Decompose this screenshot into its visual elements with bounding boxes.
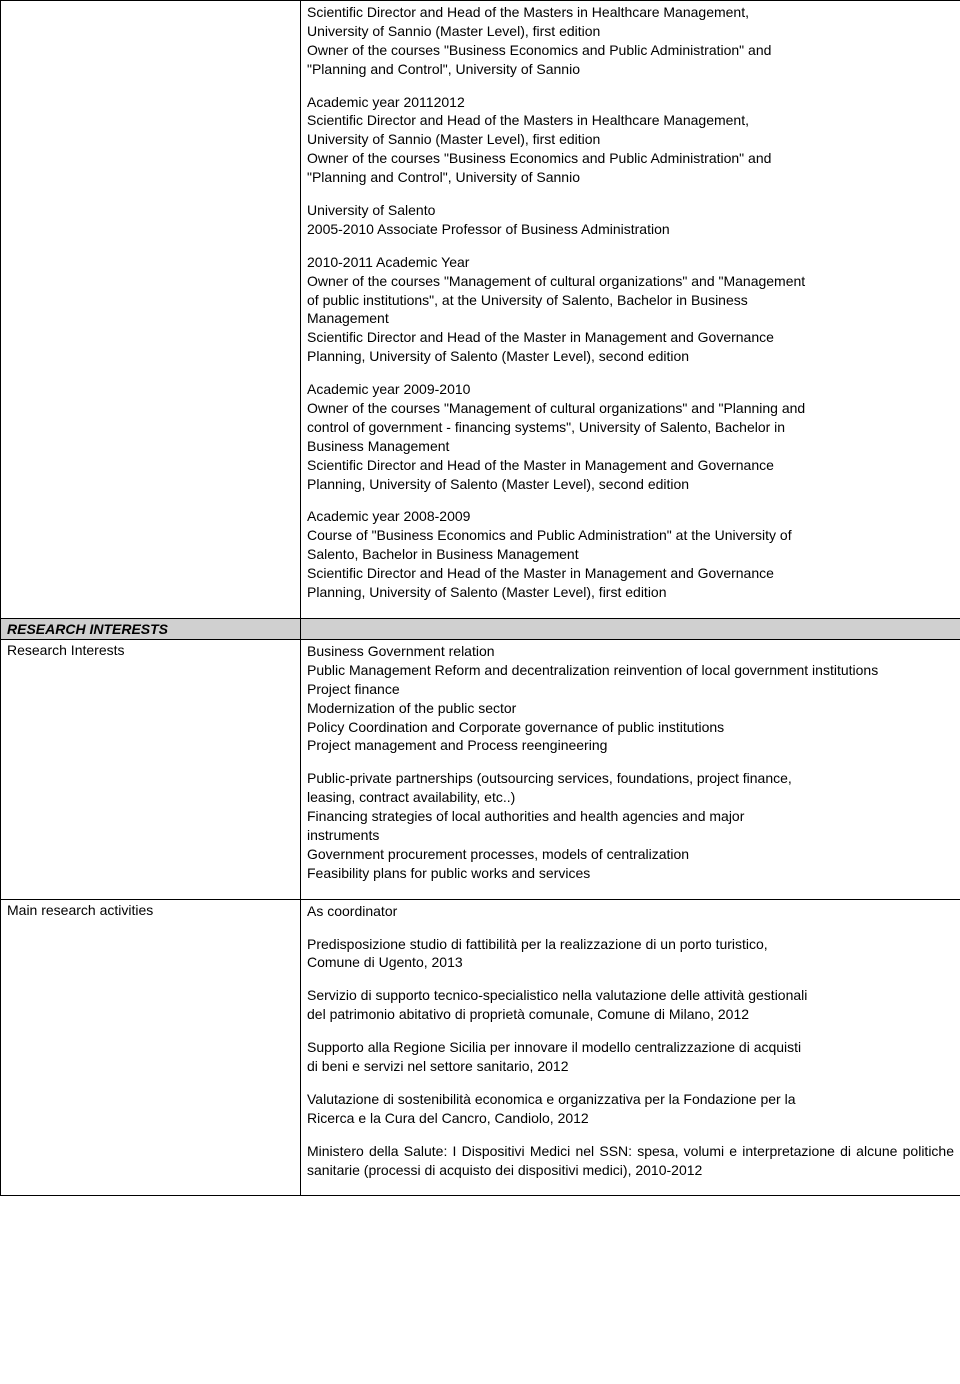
text-block: Servizio di supporto tecnico-specialisti… xyxy=(307,986,954,1024)
text-line: Valutazione di sostenibilità economica e… xyxy=(307,1090,954,1109)
text-line: As coordinator xyxy=(307,902,954,921)
text-line: instruments xyxy=(307,826,954,845)
text-line: Course of "Business Economics and Public… xyxy=(307,526,954,545)
cv-table: Scientific Director and Head of the Mast… xyxy=(0,0,960,1196)
text-block: 2010-2011 Academic YearOwner of the cour… xyxy=(307,253,954,366)
text-line: Project finance xyxy=(307,680,954,699)
main-activities-row: Main research activities As coordinator P… xyxy=(1,899,960,1196)
text-line: Scientific Director and Head of the Mast… xyxy=(307,328,954,347)
text-line: Planning, University of Salento (Master … xyxy=(307,347,954,366)
text-block: Supporto alla Regione Sicilia per innova… xyxy=(307,1038,954,1076)
main-activities-content: As coordinator Predisposizione studio di … xyxy=(301,899,960,1196)
research-interests-content: Business Government relationPublic Manag… xyxy=(301,639,960,899)
text-line: Business Management xyxy=(307,437,954,456)
text-line: Public-private partnerships (outsourcing… xyxy=(307,769,954,788)
text-line: Owner of the courses "Management of cult… xyxy=(307,272,954,291)
text-block: Academic year 2009-2010Owner of the cour… xyxy=(307,380,954,493)
research-interests-label: Research Interests xyxy=(1,639,301,899)
text-line: Scientific Director and Head of the Mast… xyxy=(307,3,954,22)
text-line: Ricerca e la Cura del Cancro, Candiolo, … xyxy=(307,1109,954,1128)
text-line: Financing strategies of local authoritie… xyxy=(307,807,954,826)
text-line: di beni e servizi nel settore sanitario,… xyxy=(307,1057,954,1076)
text-line: Predisposizione studio di fattibilità pe… xyxy=(307,935,954,954)
text-line: 2005-2010 Associate Professor of Busines… xyxy=(307,220,954,239)
section-header-label: RESEARCH INTERESTS xyxy=(1,618,301,639)
text-line: Supporto alla Regione Sicilia per innova… xyxy=(307,1038,954,1057)
text-line: Policy Coordination and Corporate govern… xyxy=(307,718,954,737)
text-block: Valutazione di sostenibilità economica e… xyxy=(307,1090,954,1128)
text-line: Scientific Director and Head of the Mast… xyxy=(307,456,954,475)
text-line: Academic year 2009-2010 xyxy=(307,380,954,399)
text-line: of public institutions", at the Universi… xyxy=(307,291,954,310)
text-block: Academic year 20112012Scientific Directo… xyxy=(307,93,954,187)
text-block: Public Management Reform and decentraliz… xyxy=(307,661,954,680)
text-line: Owner of the courses "Business Economics… xyxy=(307,149,954,168)
text-block: Scientific Director and Head of the Mast… xyxy=(307,3,954,79)
text-line: Servizio di supporto tecnico-specialisti… xyxy=(307,986,954,1005)
education-content-cell: Scientific Director and Head of the Mast… xyxy=(301,1,960,619)
education-row: Scientific Director and Head of the Mast… xyxy=(1,1,960,619)
text-block: Public-private partnerships (outsourcing… xyxy=(307,769,954,882)
text-line: Modernization of the public sector xyxy=(307,699,954,718)
text-block: Business Government relation xyxy=(307,642,954,661)
text-line: "Planning and Control", University of Sa… xyxy=(307,168,954,187)
text-line: Business Government relation xyxy=(307,642,954,661)
text-line: Public Management Reform and decentraliz… xyxy=(307,661,954,680)
text-line: Planning, University of Salento (Master … xyxy=(307,583,954,602)
section-header-row: RESEARCH INTERESTS xyxy=(1,618,960,639)
main-activities-label: Main research activities xyxy=(1,899,301,1196)
text-line: "Planning and Control", University of Sa… xyxy=(307,60,954,79)
research-interests-row: Research Interests Business Government r… xyxy=(1,639,960,899)
text-line: Scientific Director and Head of the Mast… xyxy=(307,564,954,583)
text-line: 2010-2011 Academic Year xyxy=(307,253,954,272)
text-block: As coordinator xyxy=(307,902,954,921)
text-line: University of Sannio (Master Level), fir… xyxy=(307,130,954,149)
text-line: Salento, Bachelor in Business Management xyxy=(307,545,954,564)
text-block: Project financeModernization of the publ… xyxy=(307,680,954,756)
text-block: University of Salento2005-2010 Associate… xyxy=(307,201,954,239)
text-line: Owner of the courses "Management of cult… xyxy=(307,399,954,418)
text-line: Owner of the courses "Business Economics… xyxy=(307,41,954,60)
text-block: Predisposizione studio di fattibilità pe… xyxy=(307,935,954,973)
text-line: Planning, University of Salento (Master … xyxy=(307,475,954,494)
text-line: Scientific Director and Head of the Mast… xyxy=(307,111,954,130)
text-line: control of government - financing system… xyxy=(307,418,954,437)
text-line: Project management and Process reenginee… xyxy=(307,736,954,755)
text-line: Ministero della Salute: I Dispositivi Me… xyxy=(307,1142,954,1180)
text-line: Feasibility plans for public works and s… xyxy=(307,864,954,883)
text-block: Ministero della Salute: I Dispositivi Me… xyxy=(307,1142,954,1180)
text-line: Government procurement processes, models… xyxy=(307,845,954,864)
text-block: Academic year 2008-2009Course of "Busine… xyxy=(307,507,954,601)
text-line: Academic year 20112012 xyxy=(307,93,954,112)
text-line: Academic year 2008-2009 xyxy=(307,507,954,526)
text-line: University of Sannio (Master Level), fir… xyxy=(307,22,954,41)
text-line: leasing, contract availability, etc..) xyxy=(307,788,954,807)
education-label-cell xyxy=(1,1,301,619)
text-line: del patrimonio abitativo di proprietà co… xyxy=(307,1005,954,1024)
text-line: University of Salento xyxy=(307,201,954,220)
section-header-spacer xyxy=(301,618,960,639)
text-line: Comune di Ugento, 2013 xyxy=(307,953,954,972)
text-line: Management xyxy=(307,309,954,328)
